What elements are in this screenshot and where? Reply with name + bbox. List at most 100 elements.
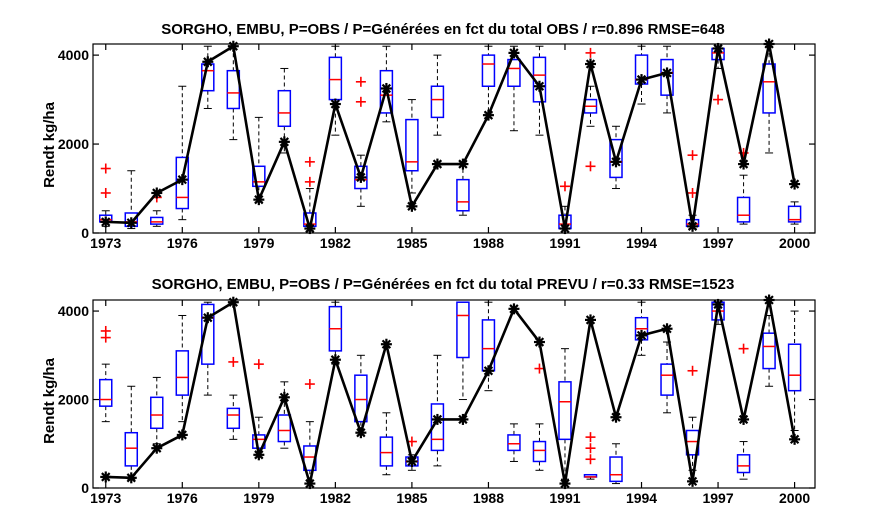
box-1987	[456, 301, 470, 401]
star-stroke	[585, 315, 596, 325]
x-tick-label: 1979	[243, 235, 274, 251]
box-iqr	[481, 54, 496, 87]
observed-point	[636, 329, 648, 341]
star-stroke	[789, 434, 800, 445]
x-tick-label: 1988	[473, 490, 504, 506]
star-stroke	[458, 159, 468, 169]
star-stroke	[126, 473, 136, 483]
box-iqr	[99, 378, 113, 407]
observed-point	[380, 338, 392, 350]
observed-point	[763, 294, 775, 306]
panel-top-ylabel: Rendt kg/ha	[41, 101, 58, 187]
y-tick-label: 2000	[58, 392, 89, 408]
star-stroke	[305, 478, 315, 489]
box-1975	[150, 376, 164, 445]
outlier	[100, 187, 111, 198]
box-iqr	[787, 343, 802, 392]
x-tick-label: 1973	[90, 490, 121, 506]
box-iqr	[354, 165, 368, 190]
observed-point	[406, 200, 418, 212]
observed-point	[125, 472, 137, 484]
observed-point	[482, 365, 494, 377]
observed-point	[457, 158, 469, 170]
observed-point	[559, 223, 571, 235]
observed-point	[355, 171, 367, 183]
box-1998	[736, 343, 751, 480]
box-iqr	[277, 414, 292, 443]
observed-point	[176, 174, 188, 186]
x-tick-label: 1994	[626, 235, 657, 251]
star-stroke	[279, 137, 290, 147]
star-stroke	[458, 414, 468, 425]
star-stroke	[560, 478, 570, 489]
observed-point	[278, 136, 290, 148]
box-iqr	[787, 205, 802, 223]
x-tick-label: 1982	[320, 235, 351, 251]
outlier	[355, 76, 366, 87]
observed-point	[278, 391, 290, 403]
observed-point	[508, 303, 520, 315]
observed-point	[610, 156, 622, 168]
outlier	[585, 454, 596, 465]
star-stroke	[101, 217, 111, 227]
observed-point	[738, 158, 750, 170]
star-stroke	[585, 59, 596, 69]
outlier	[713, 94, 724, 105]
box-iqr	[405, 118, 419, 172]
star-stroke	[228, 297, 238, 307]
outlier	[585, 432, 596, 443]
star-stroke	[356, 172, 366, 183]
star-stroke	[330, 99, 341, 109]
star-stroke	[203, 313, 213, 323]
box-1995	[660, 341, 674, 414]
y-tick-label: 0	[81, 480, 89, 496]
x-tick-label: 1988	[473, 235, 504, 251]
observed-point	[508, 47, 520, 59]
outlier	[687, 150, 698, 161]
box-2000	[787, 310, 802, 431]
x-tick-label: 1979	[243, 490, 274, 506]
x-tick-label: 1976	[167, 235, 198, 251]
x-tick-label: 1985	[396, 235, 427, 251]
observed-point	[661, 323, 673, 335]
star-stroke	[509, 48, 519, 58]
box-iqr	[277, 89, 292, 128]
outlier	[687, 365, 698, 376]
box-iqr	[430, 85, 445, 119]
box-1973	[99, 325, 113, 423]
observed-point	[304, 223, 316, 235]
observed-point	[202, 312, 214, 324]
star-stroke	[713, 299, 723, 310]
star-stroke	[126, 218, 136, 228]
star-stroke	[381, 339, 392, 349]
star-stroke	[611, 412, 621, 422]
box-iqr	[736, 454, 751, 474]
observed-point	[559, 478, 571, 490]
outlier	[355, 96, 366, 107]
star-stroke	[687, 476, 698, 487]
box-iqr	[762, 332, 776, 370]
box-iqr	[201, 303, 215, 365]
box-1977	[201, 45, 215, 109]
outlier	[100, 332, 111, 343]
box-iqr	[609, 138, 623, 179]
star-stroke	[764, 39, 774, 49]
observed-point	[176, 429, 188, 441]
observed-point	[584, 58, 596, 70]
y-tick-label: 4000	[58, 47, 89, 63]
panel-top-title: SORGHO, EMBU, P=OBS / P=Générées en fct …	[161, 21, 725, 38]
outlier	[738, 343, 749, 354]
observed-point	[227, 296, 239, 308]
star-stroke	[305, 223, 315, 234]
y-tick-label: 0	[81, 225, 89, 241]
box-1989	[507, 423, 521, 462]
box-1976	[175, 85, 190, 221]
star-stroke	[764, 295, 774, 305]
box-iqr	[354, 374, 368, 423]
observed-point	[533, 80, 545, 92]
star-stroke	[662, 324, 672, 334]
observed-point	[304, 478, 316, 490]
observed-point	[329, 354, 341, 366]
outlier	[228, 356, 239, 367]
observed-point	[431, 413, 443, 425]
